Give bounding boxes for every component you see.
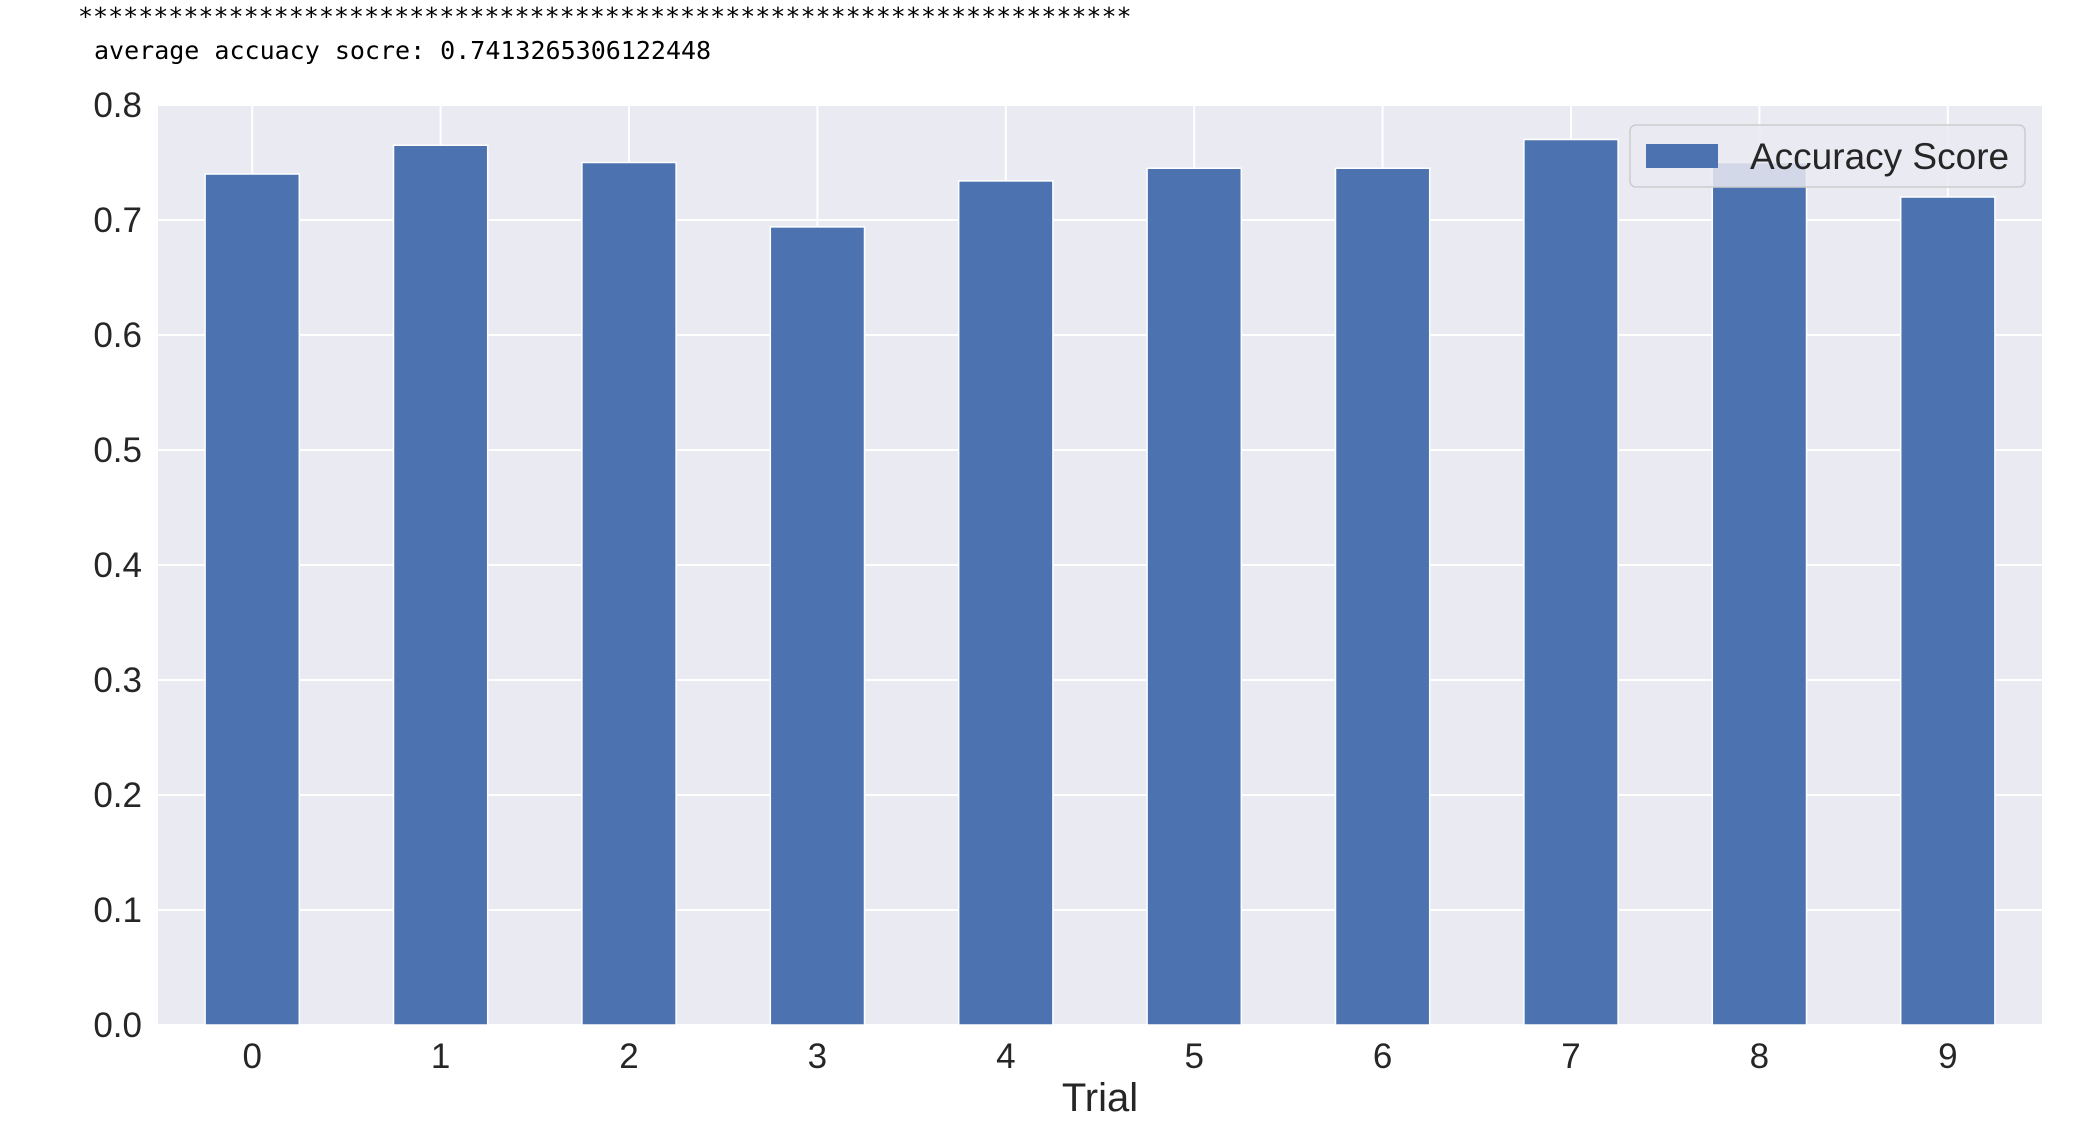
y-tick-label: 0.1 — [93, 891, 142, 930]
legend-label: Accuracy Score — [1750, 136, 2009, 177]
x-tick-label: 2 — [619, 1037, 638, 1076]
y-tick-label: 0.2 — [93, 776, 142, 815]
y-tick-labels: 0.0 0.1 0.2 0.3 0.4 0.5 0.6 0.7 0.8 — [93, 86, 142, 1045]
legend-swatch — [1646, 144, 1718, 168]
x-tick-label: 4 — [996, 1037, 1015, 1076]
y-tick-label: 0.0 — [93, 1006, 142, 1045]
bar-trial-9 — [1899, 196, 1996, 1026]
bar-trial-7 — [1523, 138, 1619, 1026]
bar-trial-0 — [204, 173, 301, 1026]
bar-trial-3 — [769, 226, 866, 1026]
x-tick-labels: 0 1 2 3 4 5 6 7 8 9 — [242, 1037, 1957, 1076]
y-tick-label: 0.7 — [93, 201, 142, 240]
x-tick-label: 9 — [1938, 1037, 1957, 1076]
legend-box — [1629, 124, 2026, 188]
bar-trial-2 — [581, 161, 677, 1026]
console-separator: ****************************************… — [78, 2, 1132, 31]
y-tick-label: 0.4 — [93, 546, 142, 585]
bar-trial-6 — [1334, 167, 1431, 1026]
bar-trial-1 — [392, 144, 489, 1026]
x-tick-label: 6 — [1373, 1037, 1392, 1076]
legend: Accuracy Score — [1629, 124, 2026, 188]
x-tick-label: 1 — [431, 1037, 450, 1076]
x-tick-label: 3 — [808, 1037, 827, 1076]
x-tick-label: 7 — [1561, 1037, 1580, 1076]
y-tick-label: 0.5 — [93, 431, 142, 470]
average-accuracy-output: average accuacy socre: 0.741326530612244… — [94, 36, 712, 65]
bars — [204, 138, 1996, 1026]
bar-trial-5 — [1146, 167, 1243, 1026]
bar-trial-8 — [1711, 161, 1808, 1026]
y-tick-label: 0.6 — [93, 316, 142, 355]
x-tick-label: 0 — [242, 1037, 261, 1076]
bar-trial-4 — [957, 180, 1054, 1026]
y-tick-label: 0.3 — [93, 661, 142, 700]
x-axis-label: Trial — [1062, 1076, 1138, 1120]
y-tick-label: 0.8 — [93, 86, 142, 125]
x-tick-label: 5 — [1184, 1037, 1203, 1076]
x-tick-label: 8 — [1750, 1037, 1769, 1076]
